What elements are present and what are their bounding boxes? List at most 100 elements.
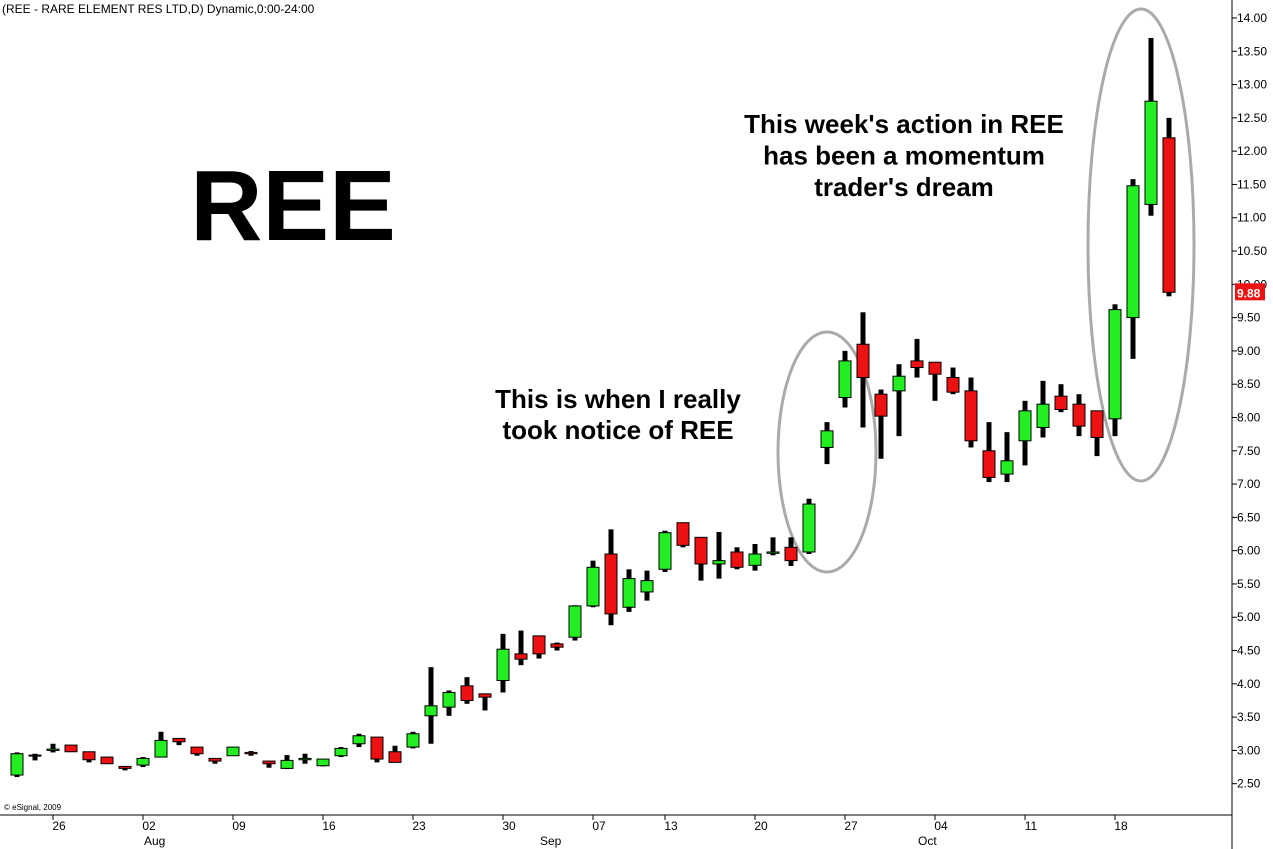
candle-body xyxy=(172,737,186,743)
candle-body xyxy=(676,522,690,546)
y-tick-label: 4.00 xyxy=(1237,677,1261,691)
candle-body xyxy=(496,648,510,681)
candle-body xyxy=(946,377,960,393)
candle-body xyxy=(1036,403,1050,428)
y-tick-label: 9.00 xyxy=(1237,344,1261,358)
candle-body xyxy=(1000,460,1014,475)
candle-body xyxy=(136,757,150,766)
candle-wick xyxy=(932,362,938,401)
y-tick-label: 11.00 xyxy=(1237,211,1266,225)
candle-body xyxy=(1144,100,1158,205)
y-tick-label: 4.50 xyxy=(1237,644,1261,658)
candle-body xyxy=(928,361,942,375)
y-tick-label: 7.00 xyxy=(1237,477,1261,491)
candle-body xyxy=(82,751,96,761)
candle-body xyxy=(100,756,114,765)
y-tick-label: 7.50 xyxy=(1237,444,1261,458)
candle-body xyxy=(586,566,600,607)
candle-wick xyxy=(32,753,38,761)
candle-body xyxy=(856,343,870,379)
y-tick-label: 9.50 xyxy=(1237,311,1261,325)
x-tick-label: 26 xyxy=(52,819,66,833)
candle-body xyxy=(388,751,402,763)
candle-body xyxy=(964,390,978,442)
candle-body xyxy=(1054,395,1068,410)
y-tick-label: 10.50 xyxy=(1237,244,1267,258)
candle-body xyxy=(1090,410,1104,438)
y-tick-label: 5.00 xyxy=(1237,610,1261,624)
candle-body xyxy=(694,536,708,565)
candle-body xyxy=(406,733,420,748)
candle-body xyxy=(892,375,906,392)
candle-body xyxy=(10,753,24,776)
candle-wick xyxy=(716,532,722,579)
candle-body xyxy=(1162,137,1176,293)
y-tick-label: 8.50 xyxy=(1237,377,1261,391)
x-tick-label: 18 xyxy=(1114,819,1128,833)
x-tick-label: 07 xyxy=(592,819,606,833)
candle-body xyxy=(370,736,384,760)
candle-body xyxy=(280,759,294,769)
y-tick-label: 8.00 xyxy=(1237,410,1261,424)
candle-body xyxy=(712,560,726,565)
y-tick-label: 13.50 xyxy=(1237,44,1267,58)
last-price-box xyxy=(1235,283,1265,301)
candle-body xyxy=(154,739,168,758)
candle-wick xyxy=(518,630,524,666)
candle-body xyxy=(982,450,996,478)
y-tick-label: 2.50 xyxy=(1237,777,1261,791)
last-price-label: 9.88 xyxy=(1237,286,1261,300)
candle-body xyxy=(730,551,744,568)
candle-body xyxy=(478,693,492,698)
x-tick-label: 30 xyxy=(502,819,516,833)
y-tick-label: 3.00 xyxy=(1237,743,1261,757)
candle-body xyxy=(334,747,348,757)
candle-wick xyxy=(770,537,776,556)
candle-wick xyxy=(914,338,920,378)
candle-body xyxy=(424,705,438,717)
candle-body xyxy=(118,765,132,769)
y-tick-label: 12.00 xyxy=(1237,144,1267,158)
candle-body xyxy=(1108,309,1122,420)
candle-body xyxy=(532,635,546,655)
copyright: © eSignal, 2009 xyxy=(4,803,62,812)
candle-body xyxy=(208,757,222,762)
candle-body xyxy=(748,553,762,566)
x-tick-label: 11 xyxy=(1025,819,1038,833)
month-label: Sep xyxy=(540,834,562,848)
x-tick-label: 09 xyxy=(232,819,246,833)
candle-wick xyxy=(1004,432,1010,483)
candle-body xyxy=(28,754,42,757)
candle-body xyxy=(190,746,204,755)
candle-body xyxy=(316,758,330,767)
x-tick-label: 27 xyxy=(844,819,858,833)
candle-body xyxy=(352,735,366,745)
month-label: Oct xyxy=(918,834,937,848)
candle-body xyxy=(784,546,798,562)
candle-wick xyxy=(896,364,902,437)
annotation-line: has been a momentum xyxy=(763,141,1045,171)
candle-wick xyxy=(266,761,272,768)
y-tick-label: 11.50 xyxy=(1237,177,1266,191)
candle-body xyxy=(64,744,78,753)
highlight-ellipse xyxy=(776,330,878,574)
candle-body xyxy=(1126,185,1140,319)
candle-body xyxy=(640,580,654,593)
x-tick-label: 16 xyxy=(322,819,336,833)
y-tick-label: 14.00 xyxy=(1237,11,1267,25)
x-tick-label: 13 xyxy=(664,819,678,833)
y-tick-label: 13.00 xyxy=(1237,78,1267,92)
candle-body xyxy=(568,605,582,638)
candle-body xyxy=(910,360,924,369)
x-tick-label: 20 xyxy=(754,819,768,833)
candle-body xyxy=(802,503,816,553)
candle-body xyxy=(460,685,474,701)
annotation-line: This is when I really xyxy=(495,384,741,414)
candle-body xyxy=(514,653,528,660)
annotation-line: This week's action in REE xyxy=(744,109,1064,139)
candle-body xyxy=(820,430,834,448)
